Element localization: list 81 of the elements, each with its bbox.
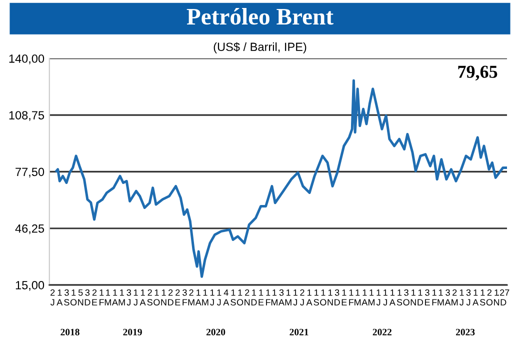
x-tick-label: 1 A (112, 289, 118, 306)
text: 2020 (206, 328, 226, 336)
x-tick-label: 1 J (383, 289, 388, 306)
x-tick-label: 1 M (271, 289, 278, 306)
x-tick-label: 1 A (472, 289, 479, 306)
x-tick-label: 1 O (70, 289, 77, 306)
x-tick-label: 1 F (432, 289, 437, 306)
x-tick-label: 1 S (480, 289, 486, 306)
x-tick-label: 1 E (258, 289, 264, 306)
x-tick-label: 2 E (175, 289, 180, 306)
x-tick-label: 1 O (154, 289, 160, 306)
x-tick-label: 1 N (328, 289, 333, 306)
x-tick-label: 1 S (314, 289, 319, 306)
text: 2021 (290, 328, 308, 336)
x-tick-label: 1 M (354, 289, 361, 306)
text: 2019 (123, 328, 142, 336)
text: 2023 (456, 328, 475, 336)
x-tick-label: 1 S (230, 289, 236, 306)
x-tick-label: 1 O (236, 289, 244, 306)
x-tick-label: 1 A (140, 289, 146, 306)
text: 2018 (60, 328, 80, 336)
x-tick-label: 2 S (147, 289, 152, 306)
x-tick-label: 2 O (486, 289, 493, 306)
x-tick-label: 1 M (368, 289, 374, 306)
x-tick-label: 3 E (425, 289, 430, 306)
x-tick-label: 1 J (293, 289, 298, 306)
x-tick-label: 1 M (202, 289, 208, 306)
x-tick-label: 4 A (223, 289, 230, 306)
y-tick-label: 140,00 (9, 54, 44, 64)
chart-title: Petróleo Brent (186, 8, 334, 25)
x-tick-label: 1 A (362, 289, 368, 306)
x-tick-label: 1 M (438, 289, 444, 306)
chart-subtitle: (US$ / Barril, IPE) (214, 42, 306, 54)
x-tick-label: 1 A (56, 289, 63, 306)
line-series (55, 79, 507, 278)
x-tick-label: 1 J (460, 289, 464, 306)
x-tick-label: 3 D (84, 289, 90, 306)
x-tick-label: 1 J (216, 289, 222, 306)
x-tick-label: 3 S (64, 289, 70, 306)
x-tick-label: 1 N (494, 289, 500, 306)
x-tick-label: 1 F (349, 289, 354, 306)
x-tick-label: 3 F (182, 289, 188, 306)
x-tick-label: 3 A (444, 289, 451, 306)
x-tick-label: 3 A (278, 289, 284, 306)
y-tick-label: 108,75 (9, 111, 44, 121)
x-tick-label: 3 D (334, 289, 340, 306)
x-tick-label: 3 J (126, 289, 132, 306)
x-tick-label: 1 E (342, 289, 347, 306)
x-tick-label: 1 N (410, 289, 416, 306)
x-tick-label: 1 F (266, 289, 270, 306)
y-tick-label: 15,00 (16, 281, 44, 291)
x-tick-label: 1 J (210, 289, 214, 306)
x-tick-label: 1 O (320, 289, 326, 306)
x-tick-label: 1 S (396, 289, 402, 306)
annotation: 79,65 (458, 66, 498, 81)
x-tick-label: 2 M (452, 289, 458, 306)
x-tick-label: 1 J (134, 289, 138, 306)
text: 2022 (372, 328, 392, 336)
x-tick-label: 2 N (244, 289, 250, 306)
x-tick-label: .27 D (498, 289, 510, 306)
x-tick-label: 1 M (285, 289, 292, 306)
x-tick-label: 1 J (376, 289, 381, 306)
x-tick-label: 2 M (188, 289, 194, 306)
x-tick-label: 1 D (251, 289, 257, 306)
x-tick-label: 2 J (50, 289, 55, 306)
x-tick-label: 1 M (118, 289, 125, 306)
x-tick-label: 1 A (389, 289, 396, 306)
x-tick-label: 3 J (466, 289, 471, 306)
x-tick-label: 1 D (418, 289, 424, 306)
x-tick-label: 3 O (403, 289, 410, 306)
x-tick-label: 2 J (300, 289, 304, 306)
y-tick-label: 46,25 (15, 224, 44, 234)
x-tick-label: 1 F (100, 289, 104, 306)
x-tick-label: 1 N (161, 289, 166, 306)
x-tick-label: 5 N (78, 289, 84, 306)
y-tick-label: 77,50 (16, 168, 44, 178)
x-tick-label: 2 E (92, 289, 98, 306)
x-tick-label: 1 A (195, 289, 202, 306)
x-tick-label: 1 M (104, 289, 111, 306)
x-tick-label: 1 A (306, 289, 312, 306)
x-tick-label: 2 D (168, 289, 174, 306)
